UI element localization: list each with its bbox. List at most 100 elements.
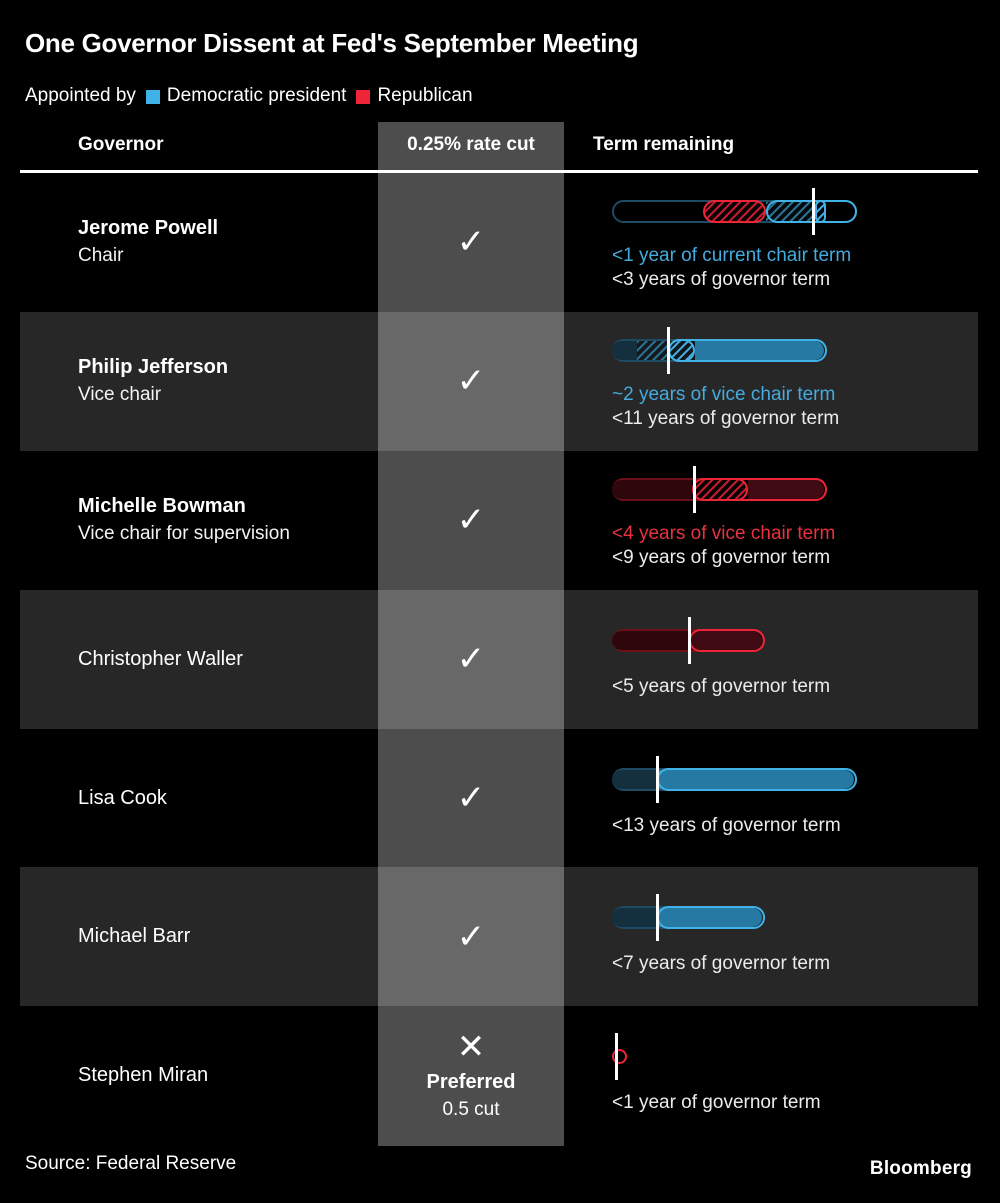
term-bar [612, 616, 978, 664]
governor-cell: Jerome Powell Chair [20, 173, 378, 312]
table-row-christopher-waller: Christopher Waller ✓ <5 years of governo… [20, 589, 978, 729]
term-labels: <1 year of current chair term <3 years of… [612, 244, 978, 292]
legend-prefix: Appointed by [25, 85, 136, 106]
table-row-michael-barr: Michael Barr ✓ <7 years of governor term [20, 867, 978, 1007]
bar-segment-dim-fill-red [612, 630, 689, 650]
term-label: <11 years of governor term [612, 407, 840, 429]
table-row-stephen-miran: Stephen Miran ✕ Preferred 0.5 cut <1 yea… [20, 1006, 978, 1145]
vote-cell: ✓ [378, 312, 564, 451]
vote-cell: ✓ [378, 590, 564, 729]
term-bar [612, 188, 978, 235]
governor-name: Stephen Miran [78, 1064, 209, 1087]
bar-segment-hatch-bordered-blue [668, 338, 695, 362]
term-end-marker [656, 894, 659, 942]
governor-name: Jerome Powell [78, 217, 219, 240]
governor-name: Lisa Cook [78, 786, 167, 809]
governor-cell: Philip Jefferson Vice chair [20, 312, 378, 451]
bar-segment-dim-fill-red [612, 479, 692, 499]
term-bar [612, 755, 978, 803]
header-rate-cut: 0.25% rate cut [407, 134, 535, 155]
governor-cell: Lisa Cook [20, 729, 378, 868]
table-body: Jerome Powell Chair ✓ <1 year of current… [20, 173, 978, 1145]
rate-cut-column-highlight [378, 122, 564, 1146]
governor-name: Michelle Bowman [78, 495, 246, 518]
term-end-marker [667, 326, 670, 374]
table-row-lisa-cook: Lisa Cook ✓ <13 years of governor term [20, 729, 978, 868]
term-labels: <5 years of governor term [612, 675, 978, 699]
governor-name: Philip Jefferson [78, 356, 229, 379]
term-cell: <1 year of governor term [564, 1006, 978, 1145]
governor-role: Vice chair for supervision [78, 523, 290, 545]
vote-mark-icon: ✓ [456, 778, 486, 818]
term-bar [612, 465, 978, 513]
governor-cell: Michael Barr [20, 867, 378, 1006]
legend: Appointed by Democratic president Republ… [25, 85, 473, 107]
term-end-marker [656, 755, 659, 803]
vote-mark-icon: ✓ [456, 500, 486, 541]
bar-segment-hatch-dim-blue [637, 340, 668, 360]
democratic-swatch-icon [145, 90, 160, 104]
table-row-philip-jefferson: Philip Jefferson Vice chair ✓ ~2 years o… [20, 311, 978, 451]
term-label: <1 year of governor term [612, 1092, 821, 1114]
bar-outline-bright [689, 628, 765, 652]
term-labels: <13 years of governor term [612, 814, 978, 838]
term-bar-pill [612, 755, 857, 803]
table-row-jerome-powell: Jerome Powell Chair ✓ <1 year of current… [20, 173, 978, 312]
governor-name: Michael Barr [78, 925, 191, 948]
term-label: <7 years of governor term [612, 953, 831, 975]
governor-table: Governor 0.25% rate cut Term remaining J… [20, 122, 978, 1146]
source-note: Source: Federal Reserve [25, 1153, 237, 1174]
vote-note-cut: 0.5 cut [442, 1099, 500, 1121]
bar-segment-fill-blue [657, 769, 854, 789]
term-labels: ~2 years of vice chair term <11 years of … [612, 383, 978, 431]
governor-cell: Stephen Miran [20, 1006, 378, 1145]
bar-segment-fill-red [748, 479, 824, 499]
vote-mark-icon: ✓ [456, 222, 486, 263]
bar-segment-hatch-bordered-red [703, 200, 766, 223]
bar-segment-hatch-bordered-red [692, 477, 748, 501]
term-cell: <5 years of governor term [564, 590, 978, 729]
term-end-marker [615, 1033, 618, 1081]
header-term-remaining: Term remaining [593, 134, 735, 155]
term-bar-pill [612, 326, 827, 374]
term-end-marker [693, 465, 696, 513]
term-bar-pill [612, 188, 857, 235]
vote-cell: ✓ [378, 867, 564, 1006]
term-end-marker [688, 616, 691, 664]
table-row-michelle-bowman: Michelle Bowman Vice chair for supervisi… [20, 451, 978, 590]
bar-segment-dim-fill-blue [612, 769, 657, 789]
term-bar-pill [612, 465, 827, 513]
term-label: <5 years of governor term [612, 675, 831, 697]
vote-note-preferred: Preferred [426, 1071, 516, 1094]
bar-segment-hatch-dim-blue [766, 202, 815, 221]
chart-title: One Governor Dissent at Fed's September … [25, 28, 639, 58]
table-header: Governor 0.25% rate cut Term remaining [20, 122, 978, 170]
legend-label-democratic: Democratic president [166, 85, 347, 106]
term-bar [612, 326, 978, 374]
bar-segment-fill-blue [695, 340, 824, 360]
term-bar [612, 1033, 978, 1081]
bar-outline-bright [766, 200, 857, 223]
term-end-marker [812, 188, 815, 235]
bar-outline-bright [657, 906, 765, 930]
term-labels: <1 year of governor term [612, 1091, 978, 1115]
term-label: <4 years of vice chair term [612, 522, 836, 544]
bar-segment-dim-fill-blue [612, 908, 657, 928]
term-label: <3 years of governor term [612, 269, 831, 290]
governor-name: Christopher Waller [78, 647, 243, 670]
bar-segment-fill-blue [657, 908, 762, 928]
term-labels: <7 years of governor term [612, 952, 978, 976]
vote-mark-icon: ✓ [456, 361, 486, 402]
governor-role: Chair [78, 245, 124, 267]
bar-segment-dim-fill-blue [612, 340, 637, 360]
vote-mark-icon: ✓ [456, 916, 486, 957]
republican-swatch-icon [356, 90, 371, 104]
term-bar-pill [612, 616, 765, 664]
header-rule [20, 170, 978, 173]
term-label: <13 years of governor term [612, 814, 841, 836]
term-cell: <4 years of vice chair term <9 years of g… [564, 451, 978, 590]
term-bar [612, 894, 978, 942]
vote-cell: ✕ Preferred 0.5 cut [378, 1006, 564, 1145]
vote-cell: ✓ [378, 451, 564, 590]
